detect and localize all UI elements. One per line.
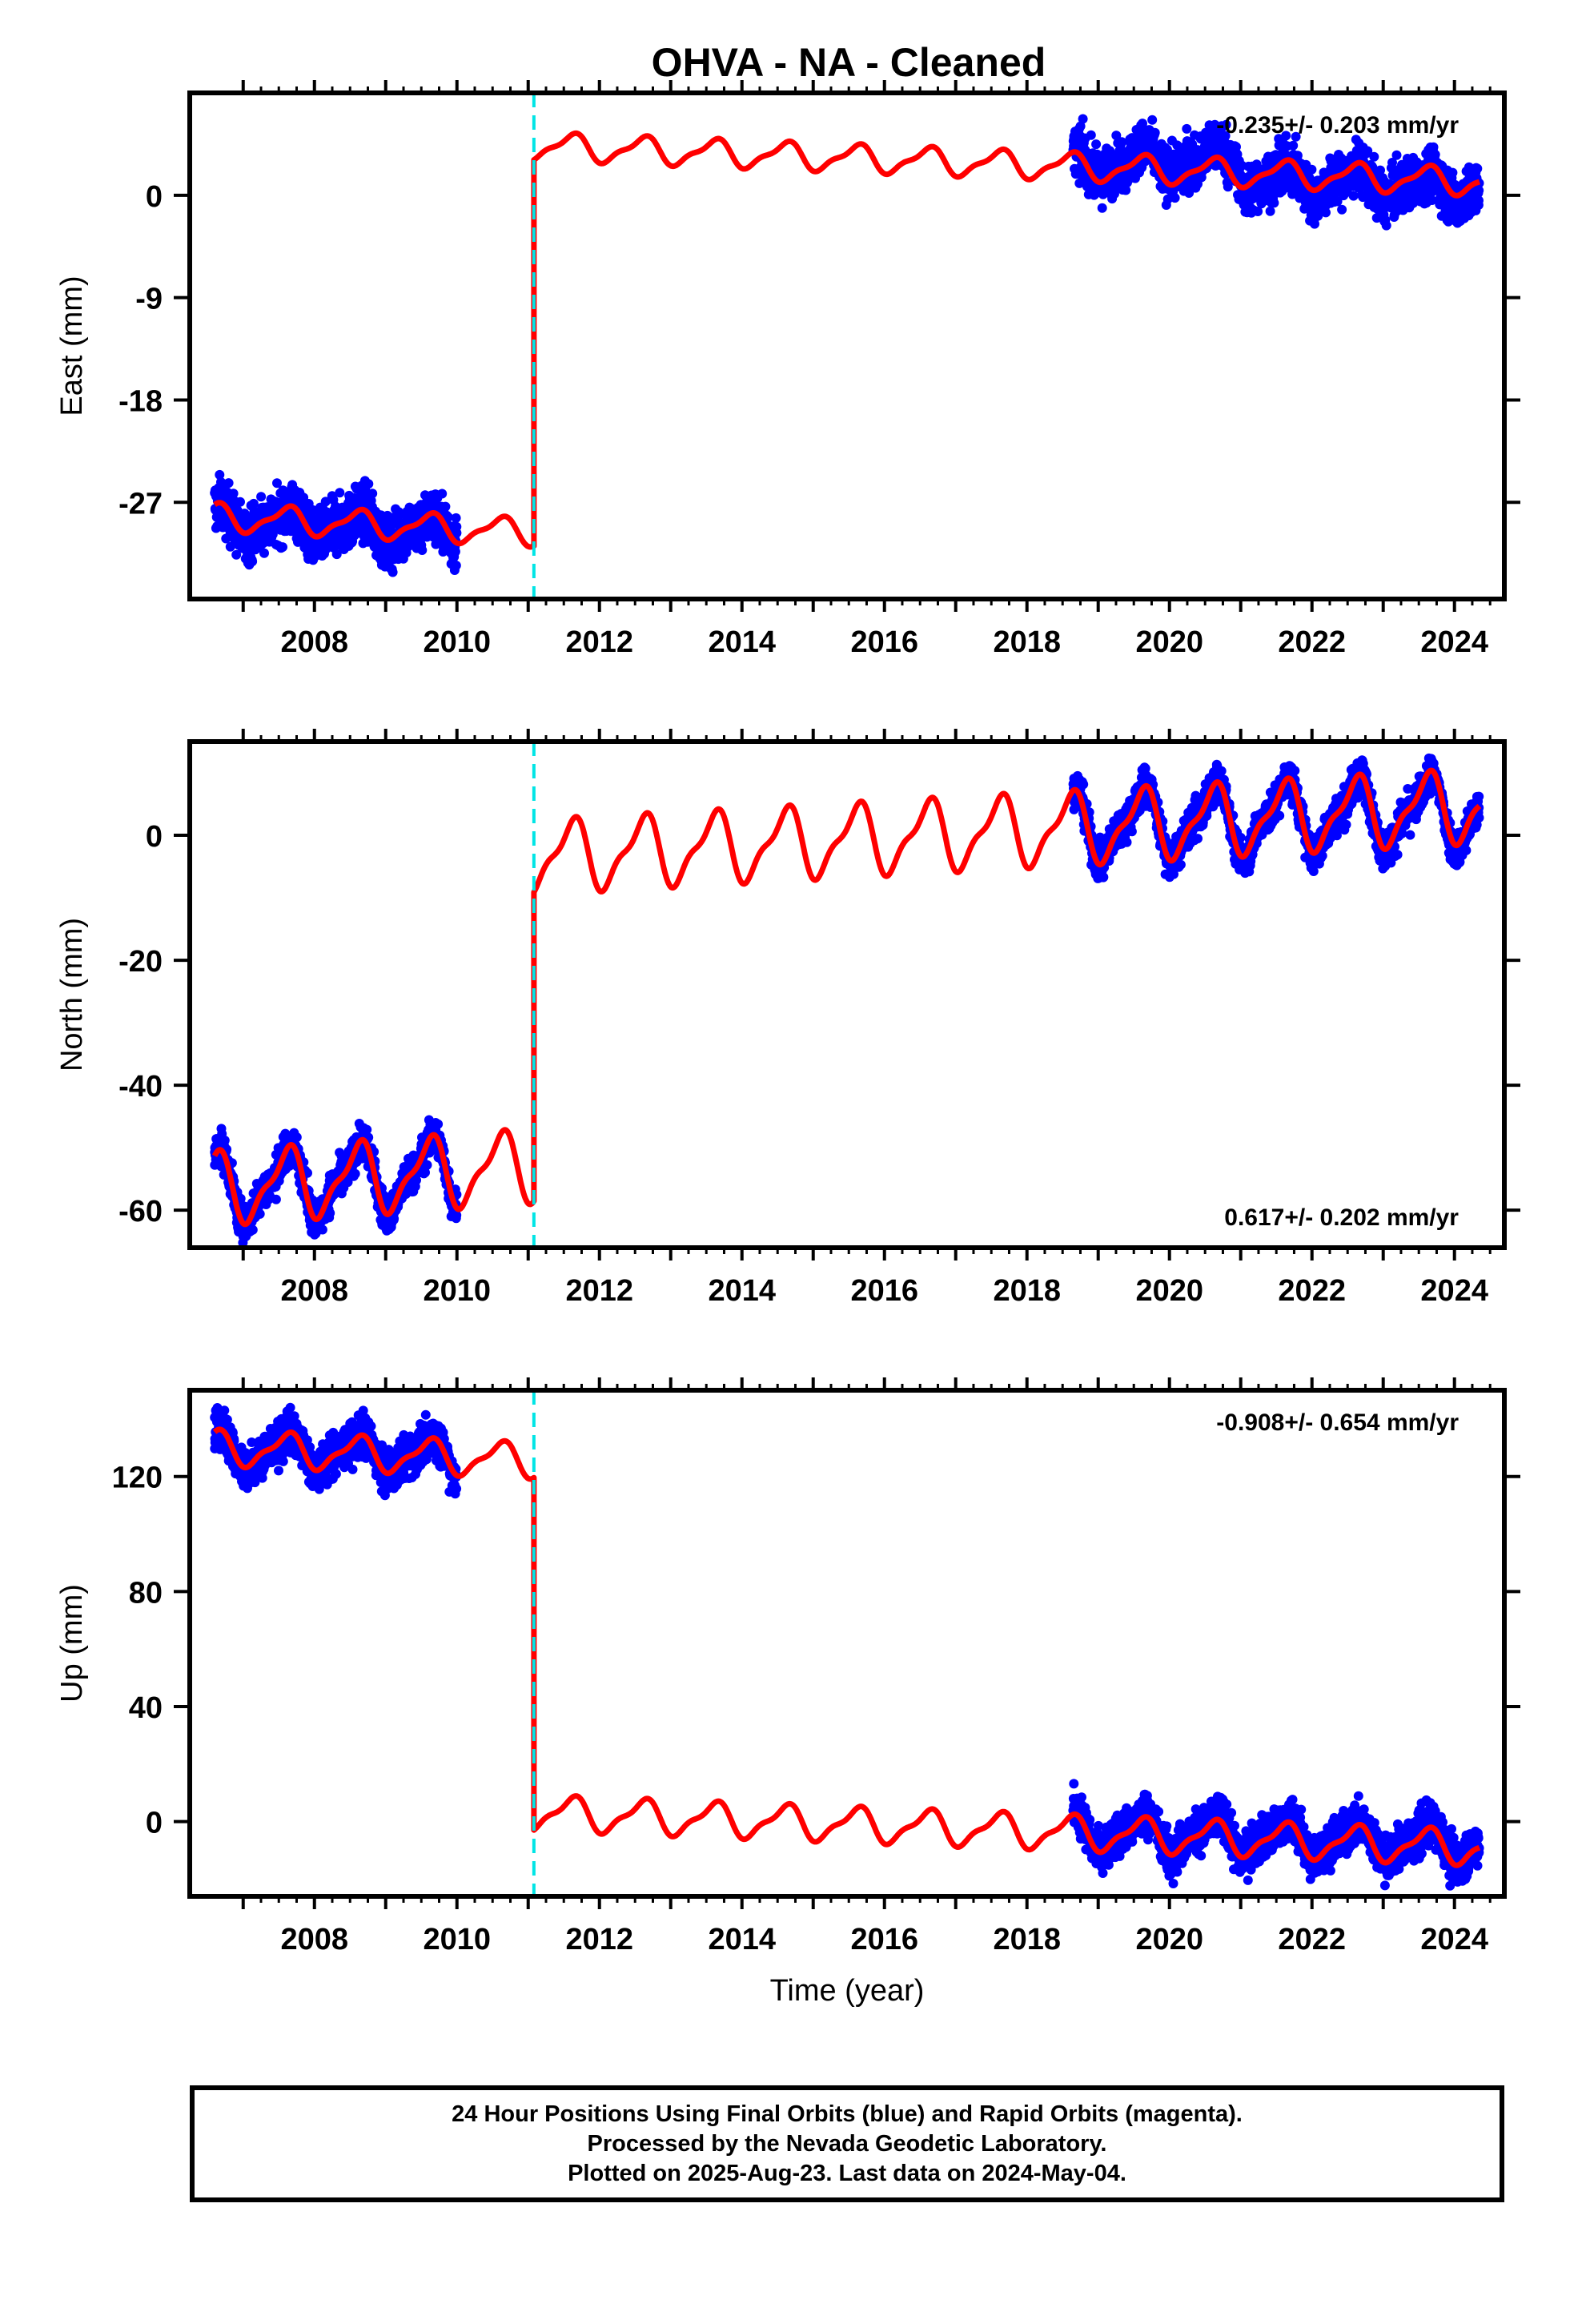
observed-point bbox=[1369, 151, 1379, 162]
observed-point bbox=[259, 548, 269, 558]
observed-point bbox=[1337, 204, 1347, 215]
observed-point bbox=[1193, 834, 1203, 844]
observed-point bbox=[387, 567, 398, 577]
plot-area-north bbox=[210, 742, 1484, 1248]
observed-point bbox=[1098, 872, 1109, 883]
observed-point bbox=[1117, 137, 1127, 147]
observed-point bbox=[272, 478, 282, 489]
x-tick-label: 2018 bbox=[993, 625, 1061, 659]
observed-point bbox=[452, 528, 462, 538]
observed-point bbox=[219, 1136, 230, 1145]
observed-point bbox=[215, 469, 225, 480]
observed-point bbox=[422, 1160, 432, 1170]
observed-point bbox=[1175, 859, 1186, 870]
x-tick-label: 2016 bbox=[850, 625, 918, 659]
observed-point bbox=[223, 478, 234, 489]
observed-point bbox=[1121, 185, 1131, 195]
observed-point bbox=[317, 1224, 327, 1235]
observed-point bbox=[433, 1119, 444, 1129]
observed-point bbox=[255, 1208, 265, 1219]
observed-point bbox=[1220, 131, 1231, 141]
observed-point bbox=[248, 498, 259, 509]
observed-point bbox=[256, 492, 267, 502]
observed-point bbox=[228, 489, 239, 499]
observed-point bbox=[291, 1132, 302, 1143]
x-tick-label: 2012 bbox=[565, 625, 633, 659]
observed-point bbox=[1126, 826, 1137, 837]
figure-title: OHVA - NA - Cleaned bbox=[652, 40, 1046, 85]
observed-point bbox=[1221, 119, 1231, 130]
observed-point bbox=[225, 541, 235, 552]
observed-point bbox=[443, 512, 453, 522]
observed-point bbox=[451, 561, 461, 571]
observed-point bbox=[1182, 123, 1192, 134]
observed-point bbox=[1348, 191, 1359, 201]
observed-point bbox=[350, 1168, 360, 1179]
y-tick-label: -27 bbox=[118, 487, 163, 521]
y-tick-label: -18 bbox=[118, 384, 163, 418]
x-tick-label: 2010 bbox=[423, 625, 491, 659]
x-tick-label: 2022 bbox=[1278, 625, 1346, 659]
observed-point bbox=[271, 1194, 281, 1204]
observed-point bbox=[417, 545, 428, 555]
x-tick-label: 2020 bbox=[1135, 625, 1203, 659]
observed-point bbox=[1078, 779, 1089, 790]
observed-point bbox=[325, 1208, 335, 1218]
observed-point bbox=[1111, 131, 1122, 141]
observed-point bbox=[1091, 139, 1102, 150]
observed-point bbox=[320, 497, 331, 507]
observed-point bbox=[247, 557, 258, 567]
panel-north: 2008 2010 2012 2014 2016 2018 2020 2022 20240-20… bbox=[55, 729, 1520, 1308]
observed-point bbox=[1078, 114, 1088, 124]
y-tick-label: 0 bbox=[146, 180, 163, 214]
observed-point bbox=[1122, 837, 1132, 847]
observed-point bbox=[231, 549, 242, 560]
plot-area-east bbox=[210, 93, 1484, 599]
observed-point bbox=[367, 489, 378, 499]
observed-point bbox=[1381, 220, 1391, 231]
observed-point bbox=[1391, 150, 1402, 160]
observed-point bbox=[247, 1224, 258, 1235]
observed-point bbox=[451, 513, 461, 523]
y-axis-label-east: East (mm) bbox=[55, 275, 89, 416]
observed-point bbox=[1216, 766, 1227, 776]
observed-point bbox=[1223, 182, 1233, 192]
rate-label-east: -0.235+/- 0.203 mm/yr bbox=[1216, 112, 1459, 139]
observed-point bbox=[1472, 163, 1483, 174]
x-tick-label: 2014 bbox=[708, 625, 776, 659]
observed-point bbox=[437, 489, 448, 499]
observed-point bbox=[450, 546, 460, 557]
observed-point bbox=[335, 488, 345, 498]
observed-point bbox=[1265, 206, 1275, 216]
panel-east: 2008 2010 2012 2014 2016 2018 2020 2022 2024 0 -9 -… bbox=[55, 80, 1520, 659]
observed-point bbox=[1474, 195, 1484, 206]
observed-point bbox=[1288, 140, 1299, 151]
observed-point bbox=[278, 542, 287, 553]
observed-point bbox=[1150, 127, 1160, 138]
observed-point bbox=[1086, 130, 1096, 140]
observed-point bbox=[1170, 193, 1180, 203]
observed-point bbox=[1447, 167, 1458, 178]
observed-point bbox=[1075, 121, 1086, 131]
x-tick-label: 2024 bbox=[1420, 625, 1488, 659]
observed-point bbox=[440, 501, 451, 512]
y-tick-label: -9 bbox=[135, 283, 163, 316]
observed-point bbox=[1097, 203, 1107, 213]
x-tick-label: 2008 bbox=[280, 625, 348, 659]
observed-points-east bbox=[210, 114, 1484, 577]
observed-point bbox=[1307, 164, 1317, 175]
observed-point bbox=[1430, 150, 1440, 159]
observed-point bbox=[331, 549, 342, 560]
observed-point bbox=[1269, 198, 1279, 208]
observed-point bbox=[235, 497, 245, 507]
observed-point bbox=[1147, 115, 1158, 125]
observed-point bbox=[394, 507, 404, 517]
observed-point bbox=[363, 479, 374, 489]
